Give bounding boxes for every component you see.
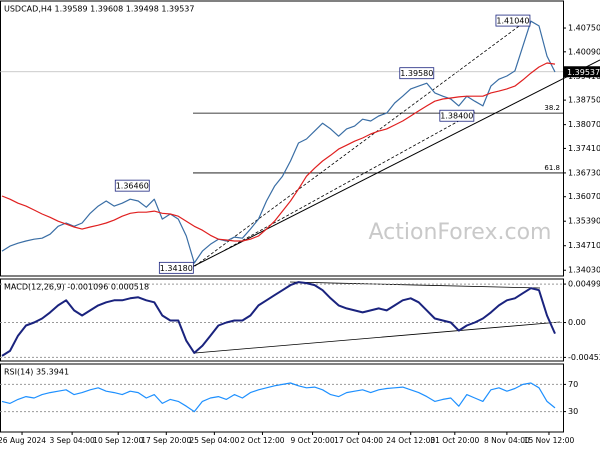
series-line — [1, 382, 556, 413]
pane-title: USDCAD,H4 1.39589 1.39608 1.39498 1.3953… — [4, 5, 194, 14]
y-tick-label: -0.004522 — [568, 353, 600, 362]
y-tick-label: 30 — [568, 407, 578, 416]
pane-title: MACD(12,26,9) -0.001096 0.000518 — [4, 283, 149, 292]
x-tick-label: 17 Sep 20:00 — [141, 436, 191, 445]
y-tick-label: 1.34030 — [568, 266, 600, 275]
current-price-label: 1.39537 — [567, 68, 600, 77]
y-tick-label: 0.00 — [568, 318, 586, 327]
y-tick-label: 1.38750 — [568, 96, 600, 105]
series-line — [1, 20, 556, 264]
trendline — [289, 281, 541, 289]
y-tick-label: 1.36730 — [568, 168, 600, 177]
pane-border — [0, 278, 564, 362]
y-tick-label: 0.00499 — [568, 280, 600, 289]
trendlines — [189, 17, 600, 354]
annotation-box — [114, 179, 150, 192]
trendline — [194, 17, 531, 267]
y-tick-label: 1.38070 — [568, 120, 600, 129]
y-tick-label: 1.40750 — [568, 24, 600, 33]
y-tick-label: 1.35390 — [568, 217, 600, 226]
y-tick-label: 1.36070 — [568, 192, 600, 201]
x-tick-label: 15 Nov 12:00 — [524, 436, 575, 445]
y-tick-label: 1.34710 — [568, 241, 600, 250]
x-tick-label: 26 Aug 2024 — [0, 436, 46, 445]
y-tick-label: 70 — [568, 380, 578, 389]
x-tick-label: 17 Oct 04:00 — [334, 436, 383, 445]
x-tick-label: 2 Oct 12:00 — [240, 436, 284, 445]
annotation-box — [158, 261, 194, 274]
x-tick-label: 9 Oct 20:00 — [290, 436, 334, 445]
x-tick-label: 31 Oct 20:00 — [430, 436, 479, 445]
series-line — [1, 281, 556, 357]
trendline — [224, 111, 476, 251]
pane-title: RSI(14) 35.3941 — [4, 368, 69, 377]
annotation-box — [439, 109, 475, 122]
annotation-label: 1.39580 — [400, 69, 433, 78]
pane-border — [0, 363, 564, 433]
trendline — [194, 321, 561, 354]
annotation-label: 1.38400 — [440, 112, 473, 121]
fib-label: 61.8 — [544, 164, 560, 172]
annotation-label: 1.36460 — [116, 182, 149, 191]
pane-border — [0, 0, 564, 277]
y-tick-label: 1.40090 — [568, 47, 600, 56]
annotation-label: 1.34180 — [160, 264, 193, 273]
annotation-box — [495, 14, 531, 27]
x-tick-label: 24 Oct 12:00 — [386, 436, 435, 445]
x-tick-label: 8 Nov 04:00 — [484, 436, 530, 445]
x-tick-label: 3 Sep 04:00 — [49, 436, 95, 445]
x-tick-label: 10 Sep 12:00 — [93, 436, 143, 445]
trendline — [189, 59, 600, 269]
fib-label: 38.2 — [544, 104, 560, 112]
annotation-label: 1.41040 — [496, 17, 529, 26]
series-line — [1, 62, 556, 242]
x-tick-label: 25 Sep 04:00 — [189, 436, 239, 445]
annotation-box — [399, 67, 435, 80]
y-tick-label: 1.37410 — [568, 144, 600, 153]
watermark: ActionForex.com — [369, 220, 552, 245]
current-price-box — [564, 66, 600, 78]
